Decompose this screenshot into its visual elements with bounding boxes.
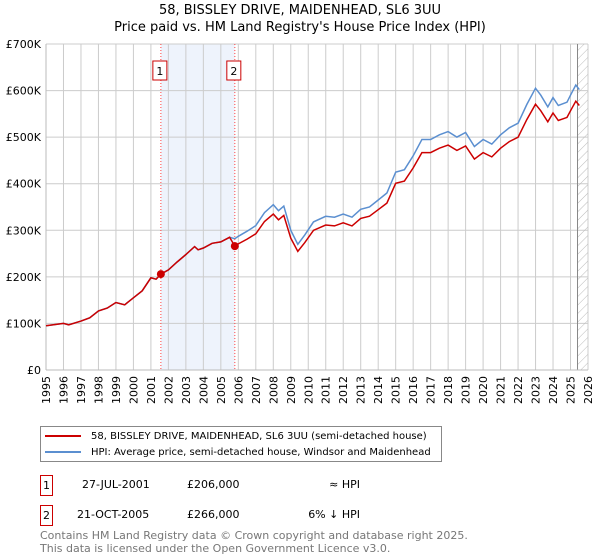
x-tick-label: 2019 [460, 376, 473, 404]
x-tick-label: 2008 [267, 376, 280, 404]
footer-line: This data is licensed under the Open Gov… [40, 542, 391, 555]
x-tick-label: 2024 [547, 376, 560, 404]
legend-label-hpi: HPI: Average price, semi-detached house,… [91, 446, 431, 458]
sale-point [230, 242, 239, 251]
sale-marker-label: 2 [230, 65, 237, 78]
y-tick-label: £700K [6, 38, 42, 51]
sale-row: 2 21-OCT-2005 £266,000 6% ↓ HPI [40, 505, 440, 526]
x-tick-label: 1996 [57, 376, 70, 404]
x-tick-label: 2001 [145, 376, 158, 404]
property-price-line [45, 99, 580, 327]
sale-price: £206,000 [187, 478, 240, 491]
hpi-line [45, 83, 580, 327]
sale-marker-badge: 1 [40, 475, 53, 496]
x-tick-label: 2017 [425, 376, 438, 404]
x-tick-label: 2012 [337, 376, 350, 404]
footer: Contains HM Land Registry data © Crown c… [40, 529, 468, 555]
sale-marker-badge: 2 [40, 505, 53, 526]
y-tick-label: £300K [6, 224, 42, 237]
x-tick-label: 2006 [232, 376, 245, 404]
sale-vs-hpi: ≈ HPI [329, 478, 360, 491]
sale-date: 27-JUL-2001 [82, 478, 150, 491]
x-tick-label: 2000 [127, 376, 140, 404]
x-tick-label: 1998 [92, 376, 105, 404]
sale-point [156, 270, 165, 279]
sale-date: 21-OCT-2005 [77, 508, 150, 521]
x-tick-label: 2013 [355, 376, 368, 404]
x-tick-label: 2009 [285, 376, 298, 404]
y-tick-label: £100K [6, 317, 42, 330]
x-tick-label: 2023 [530, 376, 543, 404]
sale-row: 1 27-JUL-2001 £206,000 ≈ HPI [40, 475, 440, 496]
chart-title: 58, BISSLEY DRIVE, MAIDENHEAD, SL6 3UU [158, 3, 442, 18]
x-tick-label: 2005 [215, 376, 228, 404]
sale-marker-box [152, 60, 168, 81]
x-tick-label: 2011 [320, 376, 333, 404]
y-tick-label: £400K [6, 178, 42, 191]
x-tick-label: 1999 [110, 376, 123, 404]
x-tick-label: 2015 [390, 376, 403, 404]
sale-vs-hpi: 6% ↓ HPI [308, 508, 360, 521]
chart-subtitle: Price paid vs. HM Land Registry's House … [114, 20, 486, 35]
x-tick-label: 2016 [407, 376, 420, 404]
x-tick-label: 1997 [75, 376, 88, 404]
x-tick-label: 2021 [495, 376, 508, 404]
x-tick-label: 2025 [565, 376, 578, 404]
y-tick-label: £200K [6, 271, 42, 284]
x-tick-label: 2018 [442, 376, 455, 404]
footer-line: Contains HM Land Registry data © Crown c… [40, 529, 468, 542]
x-tick-label: 2022 [512, 376, 525, 404]
sale-period-shade [160, 44, 235, 370]
legend: 58, BISSLEY DRIVE, MAIDENHEAD, SL6 3UU (… [40, 426, 442, 462]
sale-marker-label: 1 [156, 65, 163, 78]
y-tick-label: £500K [6, 131, 42, 144]
future-hatch [577, 44, 588, 370]
x-tick-label: 2002 [162, 376, 175, 404]
sale-marker-box [226, 60, 242, 81]
y-tick-label: £0 [27, 364, 41, 377]
legend-swatch-hpi [45, 451, 81, 453]
x-tick-label: 2026 [582, 376, 595, 404]
x-tick-label: 1995 [40, 376, 53, 404]
x-tick-label: 2020 [477, 376, 490, 404]
x-tick-label: 2014 [372, 376, 385, 404]
x-tick-label: 2010 [302, 376, 315, 404]
legend-label-property: 58, BISSLEY DRIVE, MAIDENHEAD, SL6 3UU (… [91, 430, 427, 442]
sale-price: £266,000 [187, 508, 240, 521]
price-chart: 1995 1996 1997 1998 1999 2000 2001 2002 2003 2004… [6, 38, 595, 404]
y-tick-label: £600K [6, 85, 42, 98]
x-tick-label: 2004 [197, 376, 210, 404]
x-tick-label: 2007 [250, 376, 263, 404]
x-tick-label: 2003 [180, 376, 193, 404]
legend-swatch-property [45, 435, 81, 437]
